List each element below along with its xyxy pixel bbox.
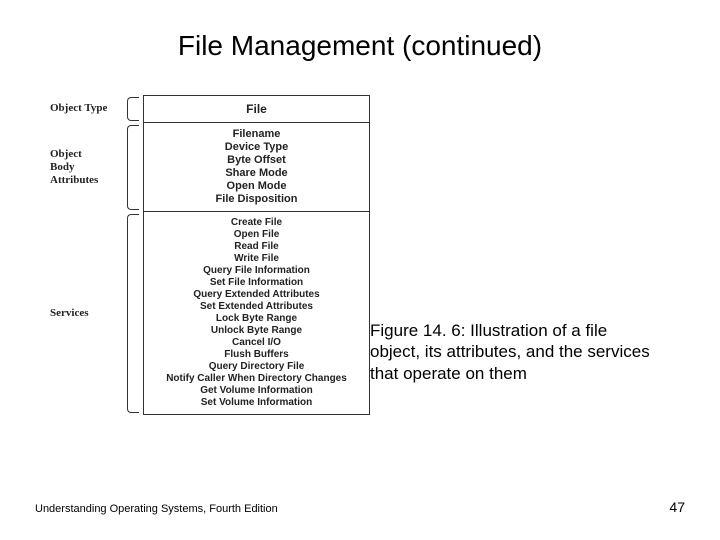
file-object-figure: Object Type File Object Body Attributes … [50,95,370,415]
object-attributes-list: Filename Device Type Byte Offset Share M… [143,123,370,212]
service-item: Read File [150,241,363,253]
footer-source: Understanding Operating Systems, Fourth … [35,503,278,515]
object-type-row: Object Type File [50,95,370,123]
object-type-value: File [143,95,370,123]
service-item: Set Volume Information [150,397,363,409]
service-item: Unlock Byte Range [150,325,363,337]
service-item: Set File Information [150,277,363,289]
object-services-label: Services [50,212,125,415]
service-item: Get Volume Information [150,385,363,397]
service-item: Query Extended Attributes [150,289,363,301]
service-item: Open File [150,229,363,241]
service-item: Notify Caller When Directory Changes [150,373,363,385]
service-item: Cancel I/O [150,337,363,349]
service-item: Query File Information [150,265,363,277]
service-item: Create File [150,217,363,229]
object-attributes-row: Object Body Attributes Filename Device T… [50,123,370,212]
object-type-label: Object Type [50,95,125,123]
service-item: Write File [150,253,363,265]
attr-item: Device Type [150,141,363,154]
service-item: Set Extended Attributes [150,301,363,313]
service-item: Flush Buffers [150,349,363,361]
object-services-row: Services Create File Open File Read File… [50,212,370,415]
bracket-icon [125,123,143,212]
service-item: Query Directory File [150,361,363,373]
attr-item: Filename [150,128,363,141]
attr-item: Share Mode [150,167,363,180]
attr-item: Byte Offset [150,154,363,167]
figure-caption: Figure 14. 6: Illustration of a file obj… [370,320,660,384]
bracket-icon [125,212,143,415]
attr-item: Open Mode [150,180,363,193]
attr-item: File Disposition [150,193,363,206]
slide-title: File Management (continued) [0,30,720,62]
object-attributes-label: Object Body Attributes [50,123,125,212]
page-number: 47 [669,499,685,515]
service-item: Lock Byte Range [150,313,363,325]
object-services-list: Create File Open File Read File Write Fi… [143,212,370,415]
bracket-icon [125,95,143,123]
